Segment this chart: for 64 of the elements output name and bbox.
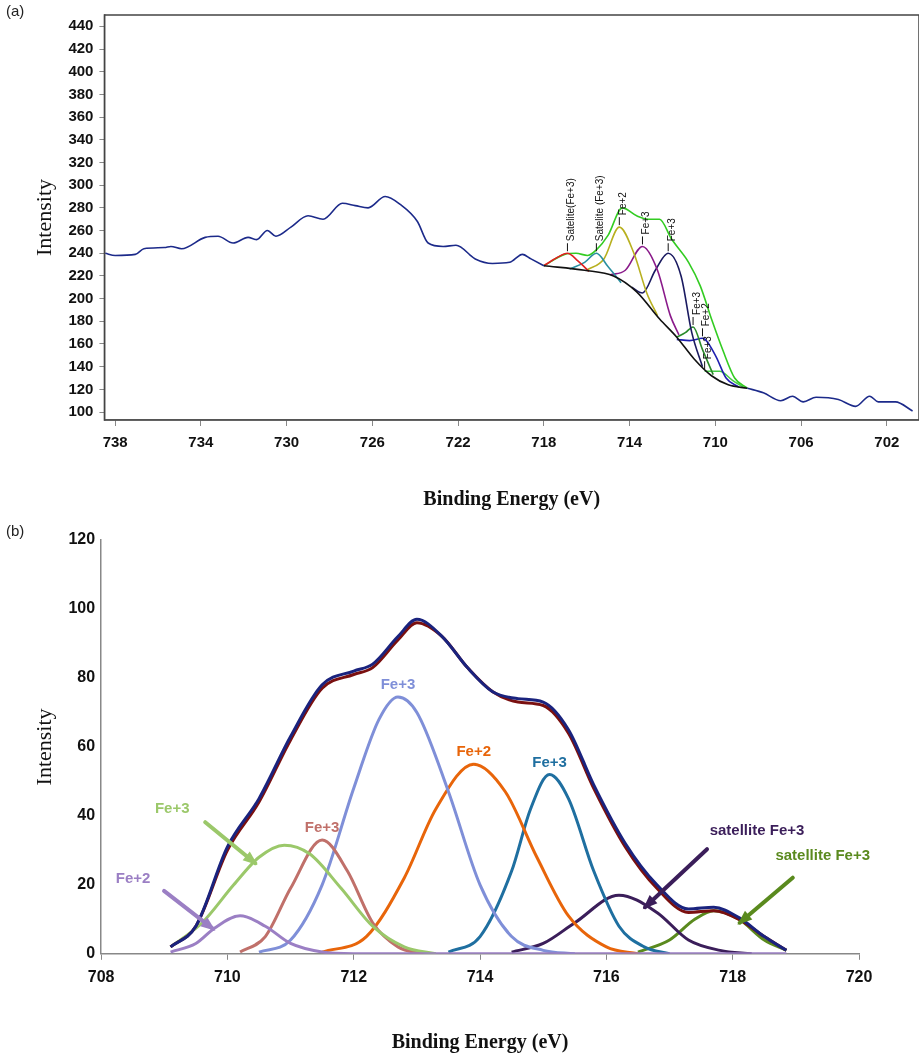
text: Fe+2	[115, 869, 151, 887]
y-axis-title: Intensity	[30, 708, 56, 786]
y-tick-label: 120	[68, 379, 94, 397]
x-tick-label: 714	[617, 433, 643, 451]
x-tick-label: 710	[214, 967, 241, 985]
x-tick-label: 720	[845, 967, 873, 985]
x-axis-title: Binding Energy (eV)	[391, 1030, 569, 1054]
text: Fe+2	[617, 191, 629, 216]
x-tick-label: 722	[445, 433, 471, 451]
y-tick-label: 100	[68, 402, 94, 420]
x-tick-label: 710	[702, 433, 728, 451]
x-tick-label: 738	[102, 433, 128, 451]
text: Fe+3	[702, 335, 714, 360]
series-label: Fe+3	[380, 675, 416, 693]
x-tick-label: 702	[874, 433, 900, 451]
y-tick-label: 180	[68, 311, 94, 329]
series-label: Fe+2	[456, 742, 492, 760]
text: (a)	[6, 1, 25, 19]
x-tick-label: 716	[593, 967, 620, 985]
y-tick-label: 240	[68, 243, 94, 261]
text: Fe+3	[154, 799, 190, 817]
y-tick-label: 300	[68, 175, 94, 193]
text: Fe+3	[690, 291, 702, 315]
x-tick-label: 712	[340, 967, 368, 985]
text: Fe+3	[640, 210, 652, 235]
series-label: Fe+3	[304, 818, 340, 836]
text: Satelite (Fe+3)	[594, 175, 606, 242]
y-tick-label: 380	[68, 84, 94, 102]
x-tick-label: 718	[531, 433, 557, 451]
text: satellite Fe+3	[709, 821, 805, 839]
y-tick-label: 40	[77, 806, 96, 824]
y-tick-label: 400	[68, 61, 94, 79]
x-tick-label: 730	[274, 433, 300, 451]
x-tick-label: 734	[188, 433, 215, 451]
y-tick-label: 440	[68, 16, 94, 34]
x-axis-title: Binding Energy (eV)	[423, 487, 601, 511]
y-tick-label: 340	[68, 129, 94, 147]
y-tick-label: 140	[68, 356, 94, 374]
y-tick-label: 260	[68, 220, 94, 238]
y-tick-label: 160	[68, 334, 94, 352]
x-tick-label: 706	[788, 433, 814, 451]
y-tick-label: 120	[68, 530, 96, 548]
y-tick-label: 100	[68, 599, 96, 617]
y-tick-label: 420	[68, 39, 94, 57]
y-tick-label: 20	[77, 875, 96, 893]
x-tick-label: 718	[719, 967, 747, 985]
text: Satelite(Fe+3)	[565, 178, 577, 242]
y-tick-label: 0	[86, 944, 96, 962]
y-tick-label: 80	[77, 668, 96, 686]
series-label: Fe+3	[532, 752, 567, 770]
y-tick-label: 280	[68, 198, 94, 215]
y-tick-label: 200	[68, 288, 94, 306]
text: satellite Fe+3	[775, 845, 871, 863]
x-tick-label: 708	[87, 967, 115, 985]
y-tick-label: 60	[77, 737, 96, 755]
text: Fe+2	[700, 302, 712, 327]
y-tick-label: 320	[68, 152, 94, 170]
text: Fe+3	[665, 217, 677, 242]
x-tick-label: 726	[359, 433, 385, 451]
y-tick-label: 360	[68, 107, 94, 125]
x-tick-label: 714	[466, 967, 494, 985]
y-axis-title: Intensity	[30, 179, 56, 256]
text: (b)	[6, 521, 25, 539]
y-tick-label: 220	[68, 266, 94, 284]
